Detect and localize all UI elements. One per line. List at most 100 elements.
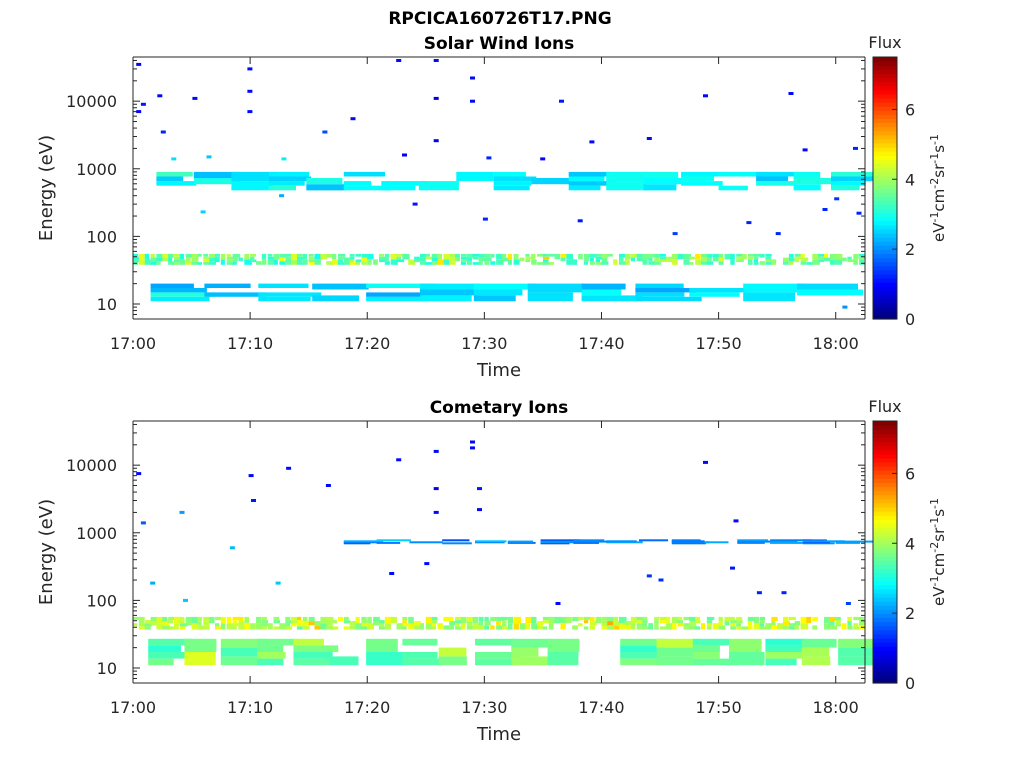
band-cell (384, 253, 390, 258)
flux-point (856, 211, 862, 215)
band-cell (656, 656, 694, 666)
band-cell (542, 262, 550, 265)
band-cell (753, 262, 759, 265)
band-cell (812, 616, 819, 622)
band-cell (232, 626, 237, 630)
colorbar-step (873, 441, 897, 447)
band-cell (138, 620, 145, 624)
band-cell (312, 283, 369, 290)
colorbar-step (873, 216, 897, 222)
band-cell (589, 253, 597, 258)
band-cell (484, 616, 489, 622)
band-cell (835, 253, 843, 260)
band-cell (197, 253, 202, 257)
band-cell (338, 259, 344, 263)
band-cell (185, 616, 193, 622)
band-cell (756, 171, 799, 177)
band-cell (148, 638, 191, 646)
flux-point (672, 232, 678, 236)
band-cell (601, 623, 609, 627)
band-cell (279, 261, 286, 265)
colorbar-step (873, 453, 897, 459)
band-cell (261, 616, 267, 621)
band-cell (838, 647, 883, 657)
colorbar-step (873, 646, 897, 651)
band-cell (456, 171, 494, 182)
colorbar-step (873, 65, 897, 70)
band-cell (220, 638, 268, 648)
band-cell (801, 656, 831, 666)
flux-point (589, 140, 595, 144)
band-cell (660, 259, 667, 263)
band-cell (267, 623, 273, 630)
flux-point (788, 92, 794, 95)
band-cell (349, 259, 355, 263)
band-cell (384, 261, 390, 265)
band-cell (226, 256, 235, 260)
band-cell (466, 616, 473, 622)
panel-2: 17:00 17:10 17:20 17:30 17:40 17:50 18:00 10 100… (36, 397, 948, 745)
band-cell (478, 257, 485, 262)
band-cell (314, 259, 321, 265)
colorbar-step (873, 498, 897, 504)
band-cell (519, 623, 527, 630)
x-tick-label: 17:20 (344, 334, 390, 353)
band-cell (824, 253, 829, 258)
band-cell (203, 625, 210, 630)
band-cell (355, 262, 361, 265)
band-cell (642, 620, 648, 624)
band-cell (695, 259, 702, 265)
band-cell (527, 292, 573, 302)
band-cell (431, 257, 439, 262)
flux-point (402, 153, 407, 157)
colorbar-step (873, 486, 897, 492)
band-cell (800, 253, 805, 258)
band-cell (683, 623, 691, 627)
band-cell (326, 261, 334, 265)
band-cell (174, 262, 181, 265)
band-cell (624, 625, 631, 630)
band-cell (220, 259, 225, 265)
band-cell (273, 259, 278, 265)
band-cell (332, 620, 337, 624)
colorbar-step (873, 179, 897, 185)
band-cell (425, 256, 434, 260)
band-cell (285, 253, 293, 257)
band-cell (373, 616, 380, 622)
band-cell (209, 257, 216, 262)
band-cell (297, 253, 303, 257)
band-cell (542, 626, 547, 630)
colorbar-step (873, 183, 897, 189)
colorbar-step (873, 666, 897, 672)
band-cell (381, 185, 416, 191)
band-cell (643, 171, 679, 179)
band-cell (507, 541, 536, 544)
band-cell (801, 638, 837, 648)
band-cell (261, 620, 268, 624)
colorbar-step (873, 122, 897, 128)
band-cell (648, 261, 656, 265)
band-cell (838, 656, 877, 666)
band-cell (174, 616, 182, 624)
band-cell (654, 253, 661, 258)
band-cell (718, 257, 724, 262)
band-cell (788, 257, 795, 262)
colorbar-step (873, 482, 897, 488)
flux-point (486, 156, 492, 160)
band-cell (639, 539, 669, 542)
x-tick-label: 18:00 (813, 698, 859, 717)
band-cell (367, 623, 374, 630)
band-cell (273, 626, 280, 630)
band-cell (542, 620, 550, 624)
band-cell (636, 616, 644, 621)
colorbar-step (873, 69, 897, 74)
band-cell (777, 623, 785, 630)
band-cell (619, 257, 624, 262)
band-cell (306, 178, 343, 185)
colorbar-step (873, 200, 897, 205)
band-cell (496, 621, 501, 626)
band-cell (671, 616, 680, 624)
band-cell (367, 259, 372, 265)
band-cell (484, 261, 490, 265)
band-cell (689, 616, 697, 622)
